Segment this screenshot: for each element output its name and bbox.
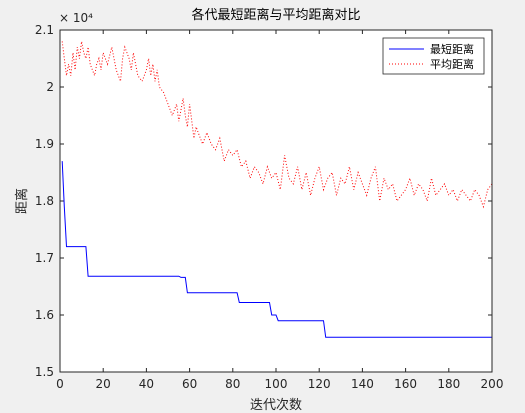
ticks-layer: 0 20 40 60 80 100 120 140 160 180 200 1.5 1.6 1.7 1.8 1… bbox=[35, 23, 504, 391]
series-line-average bbox=[61, 41, 493, 209]
x-tick-label: 160 bbox=[394, 377, 417, 391]
x-tick-label: 120 bbox=[308, 377, 331, 391]
series-layer bbox=[61, 41, 493, 338]
y-tick-label: 1.5 bbox=[35, 365, 54, 379]
x-tick-label: 60 bbox=[182, 377, 197, 391]
x-tick-label: 40 bbox=[139, 377, 154, 391]
legend-label-shortest: 最短距离 bbox=[430, 42, 474, 56]
x-tick-label: 180 bbox=[437, 377, 460, 391]
chart-title: 各代最短距离与平均距离对比 bbox=[191, 7, 360, 23]
legend-label-average: 平均距离 bbox=[430, 57, 474, 71]
y-tick-label: 2.1 bbox=[35, 23, 54, 37]
plot-background bbox=[60, 30, 492, 372]
y-tick-label: 1.9 bbox=[35, 137, 54, 151]
plot-frame bbox=[59, 29, 493, 373]
y-multiplier-label: × 10⁴ bbox=[59, 11, 93, 25]
y-axis-label: 距离 bbox=[14, 188, 30, 214]
x-tick-label: 80 bbox=[225, 377, 240, 391]
x-tick-label: 100 bbox=[265, 377, 288, 391]
x-tick-label: 0 bbox=[56, 377, 64, 391]
x-tick-label: 200 bbox=[481, 377, 504, 391]
legend-box bbox=[382, 37, 485, 75]
y-tick-label: 1.7 bbox=[35, 251, 54, 265]
legend: 最短距离 平均距离 bbox=[382, 37, 485, 75]
y-tick-label: 1.8 bbox=[35, 194, 54, 208]
x-tick-label: 20 bbox=[96, 377, 111, 391]
series-line-shortest bbox=[61, 161, 492, 338]
x-axis-label: 迭代次数 bbox=[250, 397, 302, 413]
x-tick-label: 140 bbox=[351, 377, 374, 391]
y-tick-label: 2 bbox=[46, 80, 54, 94]
y-tick-label: 1.6 bbox=[35, 308, 54, 322]
